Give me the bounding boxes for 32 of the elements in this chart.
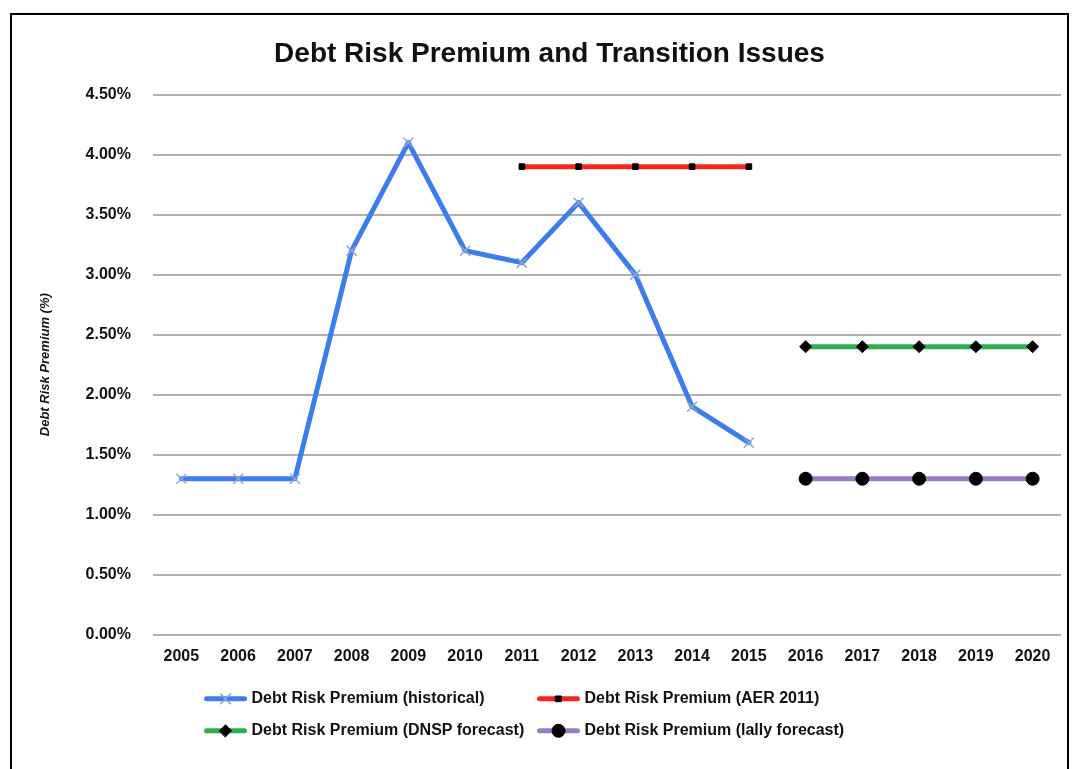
legend-label: Debt Risk Premium (DNSP forecast)	[251, 721, 525, 739]
x-tick-label: 2008	[333, 646, 370, 664]
x-tick-label: 2020	[1014, 646, 1051, 664]
legend-label: Debt Risk Premium (AER 2011)	[584, 689, 820, 707]
y-tick-label: 2.50%	[85, 325, 131, 343]
x-tick-label: 2013	[617, 646, 654, 664]
x-tick-label: 2011	[504, 646, 540, 664]
chart-title: Debt Risk Premium and Transition Issues	[274, 36, 825, 68]
y-tick-label: 1.00%	[85, 505, 131, 523]
x-tick-label: 2012	[560, 646, 597, 664]
x-tick-label: 2005	[163, 646, 200, 664]
x-tick-label: 2010	[447, 646, 483, 664]
y-tick-label: 4.00%	[85, 145, 131, 163]
y-axis-title: Debt Risk Premium (%)	[37, 293, 53, 437]
y-tick-label: 4.50%	[85, 85, 131, 103]
x-tick-label: 2009	[390, 646, 427, 664]
x-tick-label: 2016	[787, 646, 824, 664]
x-tick-label: 2006	[220, 646, 256, 664]
x-tick-label: 2018	[901, 646, 938, 664]
y-tick-label: 1.50%	[85, 445, 131, 463]
y-tick-label: 3.50%	[85, 205, 131, 223]
x-tick-label: 2014	[674, 646, 711, 664]
x-tick-label: 2015	[731, 646, 767, 664]
y-tick-label: 0.50%	[85, 565, 131, 583]
x-tick-label: 2007	[277, 646, 313, 664]
x-tick-label: 2019	[958, 646, 994, 664]
legend-label: Debt Risk Premium (lally forecast)	[584, 721, 845, 739]
x-tick-label: 2017	[844, 646, 881, 664]
legend-label: Debt Risk Premium (historical)	[251, 689, 485, 707]
y-tick-label: 2.00%	[85, 385, 131, 403]
y-tick-label: 3.00%	[85, 265, 131, 283]
y-tick-label: 0.00%	[85, 625, 131, 643]
